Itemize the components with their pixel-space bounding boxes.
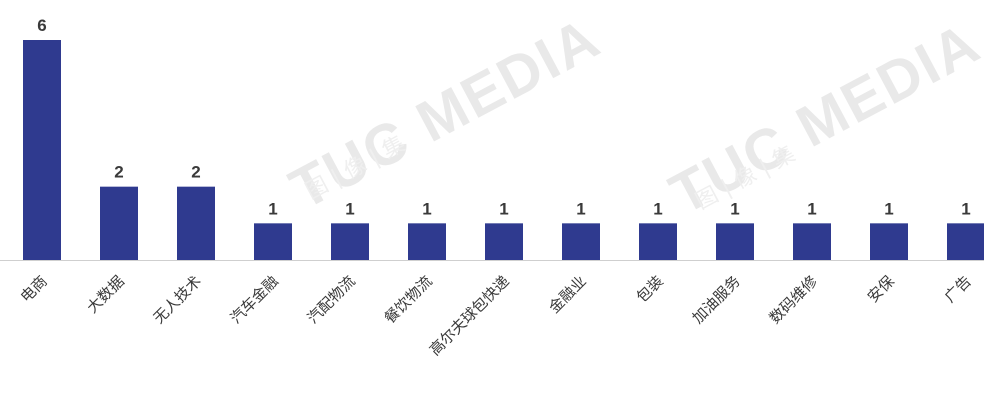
data-label-12: 1	[961, 199, 970, 218]
bar-5	[408, 223, 446, 260]
bar-11	[870, 223, 908, 260]
bar-0	[23, 40, 61, 260]
bar-1	[100, 186, 138, 260]
data-label-4: 1	[345, 199, 354, 218]
x-tick-label-9: 加油服务	[689, 272, 744, 327]
data-label-1: 2	[114, 163, 123, 182]
x-tick-label-0: 电商	[17, 272, 51, 306]
data-label-10: 1	[807, 199, 816, 218]
data-label-5: 1	[422, 199, 431, 218]
data-label-7: 1	[576, 199, 585, 218]
x-tick-label-4: 汽配物流	[304, 272, 359, 327]
x-tick-label-8: 包装	[633, 272, 667, 306]
bar-3	[254, 223, 292, 260]
data-label-9: 1	[730, 199, 739, 218]
data-label-6: 1	[499, 199, 508, 218]
x-tick-label-2: 无人技术	[150, 272, 205, 327]
bar-6	[485, 223, 523, 260]
x-tick-label-1: 大数据	[83, 272, 128, 317]
bar-7	[562, 223, 600, 260]
x-tick-label-11: 安保	[864, 272, 898, 306]
data-label-3: 1	[268, 199, 277, 218]
bar-4	[331, 223, 369, 260]
bar-9	[716, 223, 754, 260]
data-label-2: 2	[191, 163, 200, 182]
x-tick-label-3: 汽车金融	[227, 272, 282, 327]
bar-8	[639, 223, 677, 260]
x-tick-label-5: 餐饮物流	[381, 272, 436, 327]
x-tick-label-6: 高尔夫球包快递	[426, 272, 513, 359]
data-label-11: 1	[884, 199, 893, 218]
x-tick-label-10: 数码维修	[766, 272, 821, 327]
x-tick-label-12: 广告	[941, 272, 975, 306]
bar-2	[177, 186, 215, 260]
data-label-8: 1	[653, 199, 662, 218]
bar-12	[947, 223, 984, 260]
x-tick-label-7: 金融业	[545, 272, 590, 317]
bar-10	[793, 223, 831, 260]
data-label-0: 6	[37, 16, 46, 35]
